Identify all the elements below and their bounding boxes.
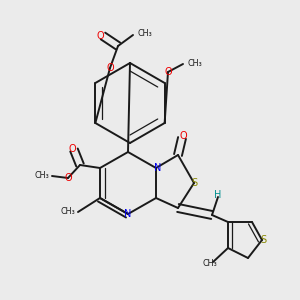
Text: S: S — [260, 235, 266, 245]
Text: N: N — [154, 163, 162, 173]
Text: S: S — [191, 178, 197, 188]
Text: CH₃: CH₃ — [60, 208, 75, 217]
Text: CH₃: CH₃ — [202, 260, 217, 268]
Text: CH₃: CH₃ — [137, 28, 152, 38]
Text: O: O — [68, 144, 76, 154]
Text: O: O — [96, 31, 104, 41]
Text: H: H — [214, 190, 222, 200]
Text: CH₃: CH₃ — [187, 59, 202, 68]
Text: O: O — [179, 131, 187, 141]
Text: CH₃: CH₃ — [34, 172, 49, 181]
Text: O: O — [64, 173, 72, 183]
Text: O: O — [106, 63, 114, 73]
Text: O: O — [164, 67, 172, 77]
Text: N: N — [124, 209, 132, 219]
